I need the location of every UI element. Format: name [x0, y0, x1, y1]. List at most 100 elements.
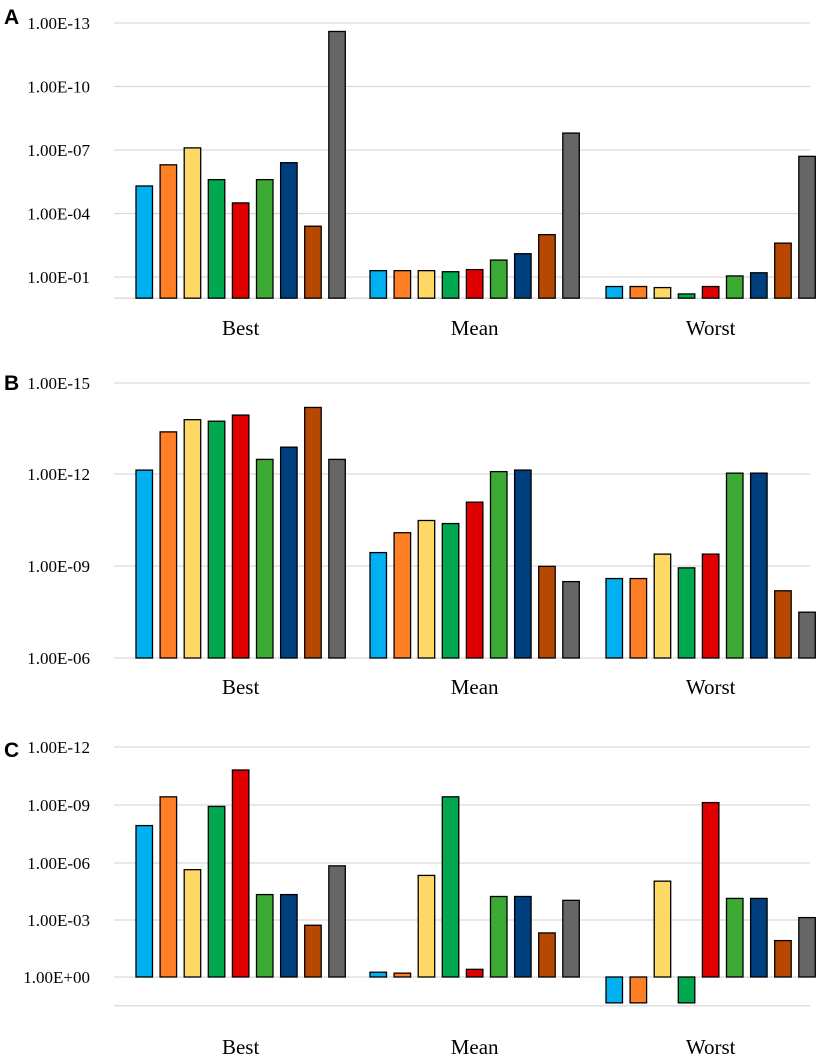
- panel-c-bar-best-7: [279, 893, 298, 978]
- panel-b-y-tick-label: 1.00E-06: [27, 649, 90, 668]
- panel-b-bar-worst-6: [725, 472, 744, 659]
- panel-c-y-tick-label: 1.00E+00: [23, 968, 90, 987]
- panel-a-bar-best-4: [207, 178, 226, 299]
- panel-c-bar-mean-3: [417, 874, 436, 978]
- panel-b-bar-best-4: [207, 420, 226, 659]
- panel-c-category-label: Worst: [686, 1035, 736, 1054]
- panel-b-y-tick-label: 1.00E-12: [27, 465, 90, 484]
- panel-b-bar-mean-6: [489, 470, 508, 659]
- panel-b-bar-best-1: [135, 469, 154, 659]
- panel-c-bar-mean-9: [562, 899, 580, 978]
- panel-a-bar-best-9: [328, 30, 346, 299]
- panel-a-bar-worst-3: [653, 286, 672, 299]
- panel-c-category-label: Mean: [451, 1035, 499, 1054]
- panel-a-bar-worst-9: [798, 155, 816, 299]
- panel-b-letter: B: [4, 372, 19, 395]
- panel-b-bar-mean-8: [538, 565, 556, 659]
- panel-b-y-tick-label: 1.00E-09: [27, 557, 90, 576]
- panel-a-category-label: Best: [222, 316, 260, 340]
- panel-c-bar-best-3: [183, 869, 202, 978]
- panel-b-bar-worst-3: [653, 553, 672, 659]
- panel-b-bar-worst-1: [605, 577, 624, 659]
- panel-b-bar-mean-9: [562, 580, 580, 659]
- panel-a-bar-best-8: [304, 225, 322, 299]
- panel-b-bar-worst-8: [774, 590, 792, 659]
- panel-b-bar-mean-2: [393, 532, 412, 659]
- panel-a-bar-best-7: [279, 162, 298, 299]
- panel-c-bar-worst-5: [701, 801, 720, 978]
- panel-c-category-label: Best: [222, 1035, 260, 1054]
- panel-b-bar-best-9: [328, 458, 346, 659]
- panel-b-bar-best-5: [231, 414, 250, 659]
- panel-a-bar-best-6: [255, 178, 274, 299]
- panel-c-y-tick-label: 1.00E-09: [27, 796, 90, 815]
- panel-b-bar-mean-4: [441, 522, 460, 659]
- panel-a-y-tick-label: 1.00E-07: [27, 141, 90, 160]
- panel-c-bar-worst-7: [749, 897, 768, 978]
- panel-b-bar-worst-4: [677, 567, 696, 659]
- panel-b-bar-best-6: [255, 458, 274, 659]
- panel-a-bar-worst-1: [605, 285, 624, 299]
- panel-a-bar-best-2: [159, 164, 178, 299]
- panel-a-y-tick-label: 1.00E-10: [27, 78, 90, 97]
- panel-c-bar-best-4: [207, 805, 226, 978]
- panel-c-bar-best-2: [159, 796, 178, 978]
- panel-b-y-tick-label: 1.00E-15: [27, 374, 90, 393]
- panel-c-bar-best-9: [328, 865, 346, 978]
- panel-c-bar-worst-8: [774, 939, 792, 978]
- panel-a-bar-worst-4: [677, 293, 696, 299]
- panel-b-category-label: Worst: [686, 675, 736, 699]
- panel-c-bar-mean-2: [393, 972, 412, 978]
- panel-c-bar-mean-6: [489, 895, 508, 978]
- panel-b-bar-worst-7: [749, 472, 768, 659]
- panel-a-bar-best-5: [231, 202, 250, 299]
- panel-c-bar-mean-7: [513, 895, 532, 978]
- panel-c-bar-best-6: [255, 893, 274, 978]
- panel-c-bar-best-1: [135, 824, 154, 978]
- panel-a-bar-worst-5: [701, 285, 720, 299]
- panel-c-bar-mean-4: [441, 796, 460, 978]
- panel-c-bar-worst-9: [798, 916, 816, 978]
- panel-c-y-tick-label: 1.00E-06: [27, 854, 90, 873]
- panel-c-bar-worst-2: [629, 976, 648, 1004]
- panel-b-category-label: Mean: [451, 675, 499, 699]
- panel-b-bar-worst-2: [629, 577, 648, 659]
- panel-a-letter: A: [4, 6, 19, 29]
- panel-a-y-tick-label: 1.00E-04: [27, 205, 90, 224]
- panel-c-bar-best-5: [231, 769, 250, 978]
- panel-b-bar-best-8: [304, 406, 322, 659]
- panel-a-bar-mean-3: [417, 269, 436, 299]
- panel-a-y-tick-label: 1.00E-01: [27, 268, 90, 287]
- panel-a-bar-worst-8: [774, 242, 792, 299]
- panel-b-bar-worst-5: [701, 553, 720, 659]
- panel-b-bar-worst-9: [798, 611, 816, 659]
- panel-a-bar-mean-7: [513, 253, 532, 299]
- panel-b-bar-mean-7: [513, 469, 532, 659]
- panel-c-bar-worst-6: [725, 897, 744, 978]
- panel-c-bar-worst-1: [605, 976, 624, 1004]
- panel-c-bar-mean-1: [369, 971, 388, 978]
- panel-a-bar-mean-8: [538, 234, 556, 299]
- panel-c-bar-mean-5: [465, 968, 484, 978]
- panel-c-bar-worst-3: [653, 880, 672, 978]
- panel-a-bar-best-1: [135, 185, 154, 299]
- panel-c-y-tick-label: 1.00E-12: [27, 738, 90, 757]
- panel-b-bar-mean-3: [417, 519, 436, 659]
- panel-a-bar-mean-6: [489, 259, 508, 299]
- panel-a-bar-mean-4: [441, 271, 460, 299]
- panel-a-bar-worst-2: [629, 285, 648, 299]
- panel-c-letter: C: [4, 739, 19, 762]
- panel-b-bar-best-2: [159, 431, 178, 659]
- panel-a-bar-worst-6: [725, 275, 744, 299]
- panel-a-category-label: Worst: [686, 316, 736, 340]
- panel-a-bar-mean-2: [393, 269, 412, 299]
- panel-c-bar-mean-8: [538, 932, 556, 978]
- panel-a-bar-worst-7: [749, 272, 768, 299]
- panel-a-bar-best-3: [183, 147, 202, 299]
- panel-b-bar-best-3: [183, 419, 202, 659]
- panel-b-bar-best-7: [279, 446, 298, 659]
- panel-a-y-tick-label: 1.00E-13: [27, 14, 90, 33]
- panel-a-bar-mean-5: [465, 268, 484, 299]
- panel-a-bar-mean-1: [369, 269, 388, 299]
